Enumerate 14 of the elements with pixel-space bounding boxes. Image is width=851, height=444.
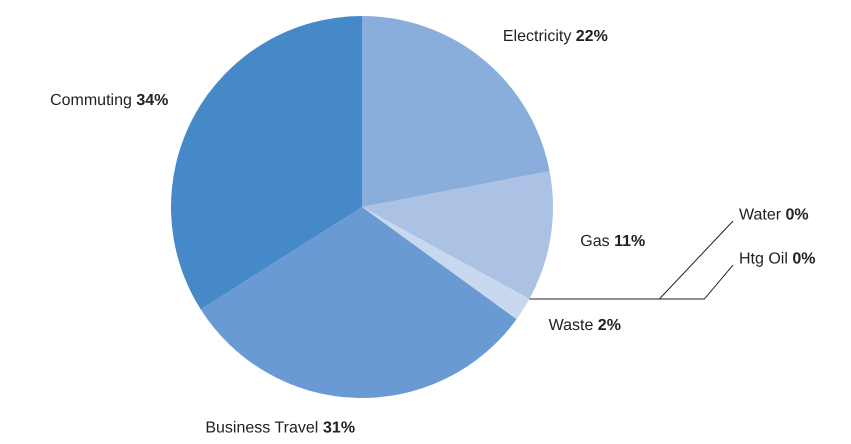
slice-label: Waste xyxy=(548,316,598,334)
text: 0% xyxy=(792,250,816,268)
data-label: 11% xyxy=(614,232,646,250)
category-label: Water xyxy=(739,206,782,224)
slice-label: Gas xyxy=(580,232,614,250)
category-label: Htg Oil xyxy=(739,250,788,268)
text: 0% xyxy=(786,206,809,224)
data-label: 34% xyxy=(136,92,168,109)
data-label: 2% xyxy=(598,316,621,334)
slice-label: Business Travel xyxy=(205,419,323,436)
slice-label: Electricity xyxy=(502,28,576,46)
data-label: 22% xyxy=(576,28,608,46)
slice-label: Commuting xyxy=(50,92,136,109)
data-label: 31% xyxy=(323,419,356,436)
